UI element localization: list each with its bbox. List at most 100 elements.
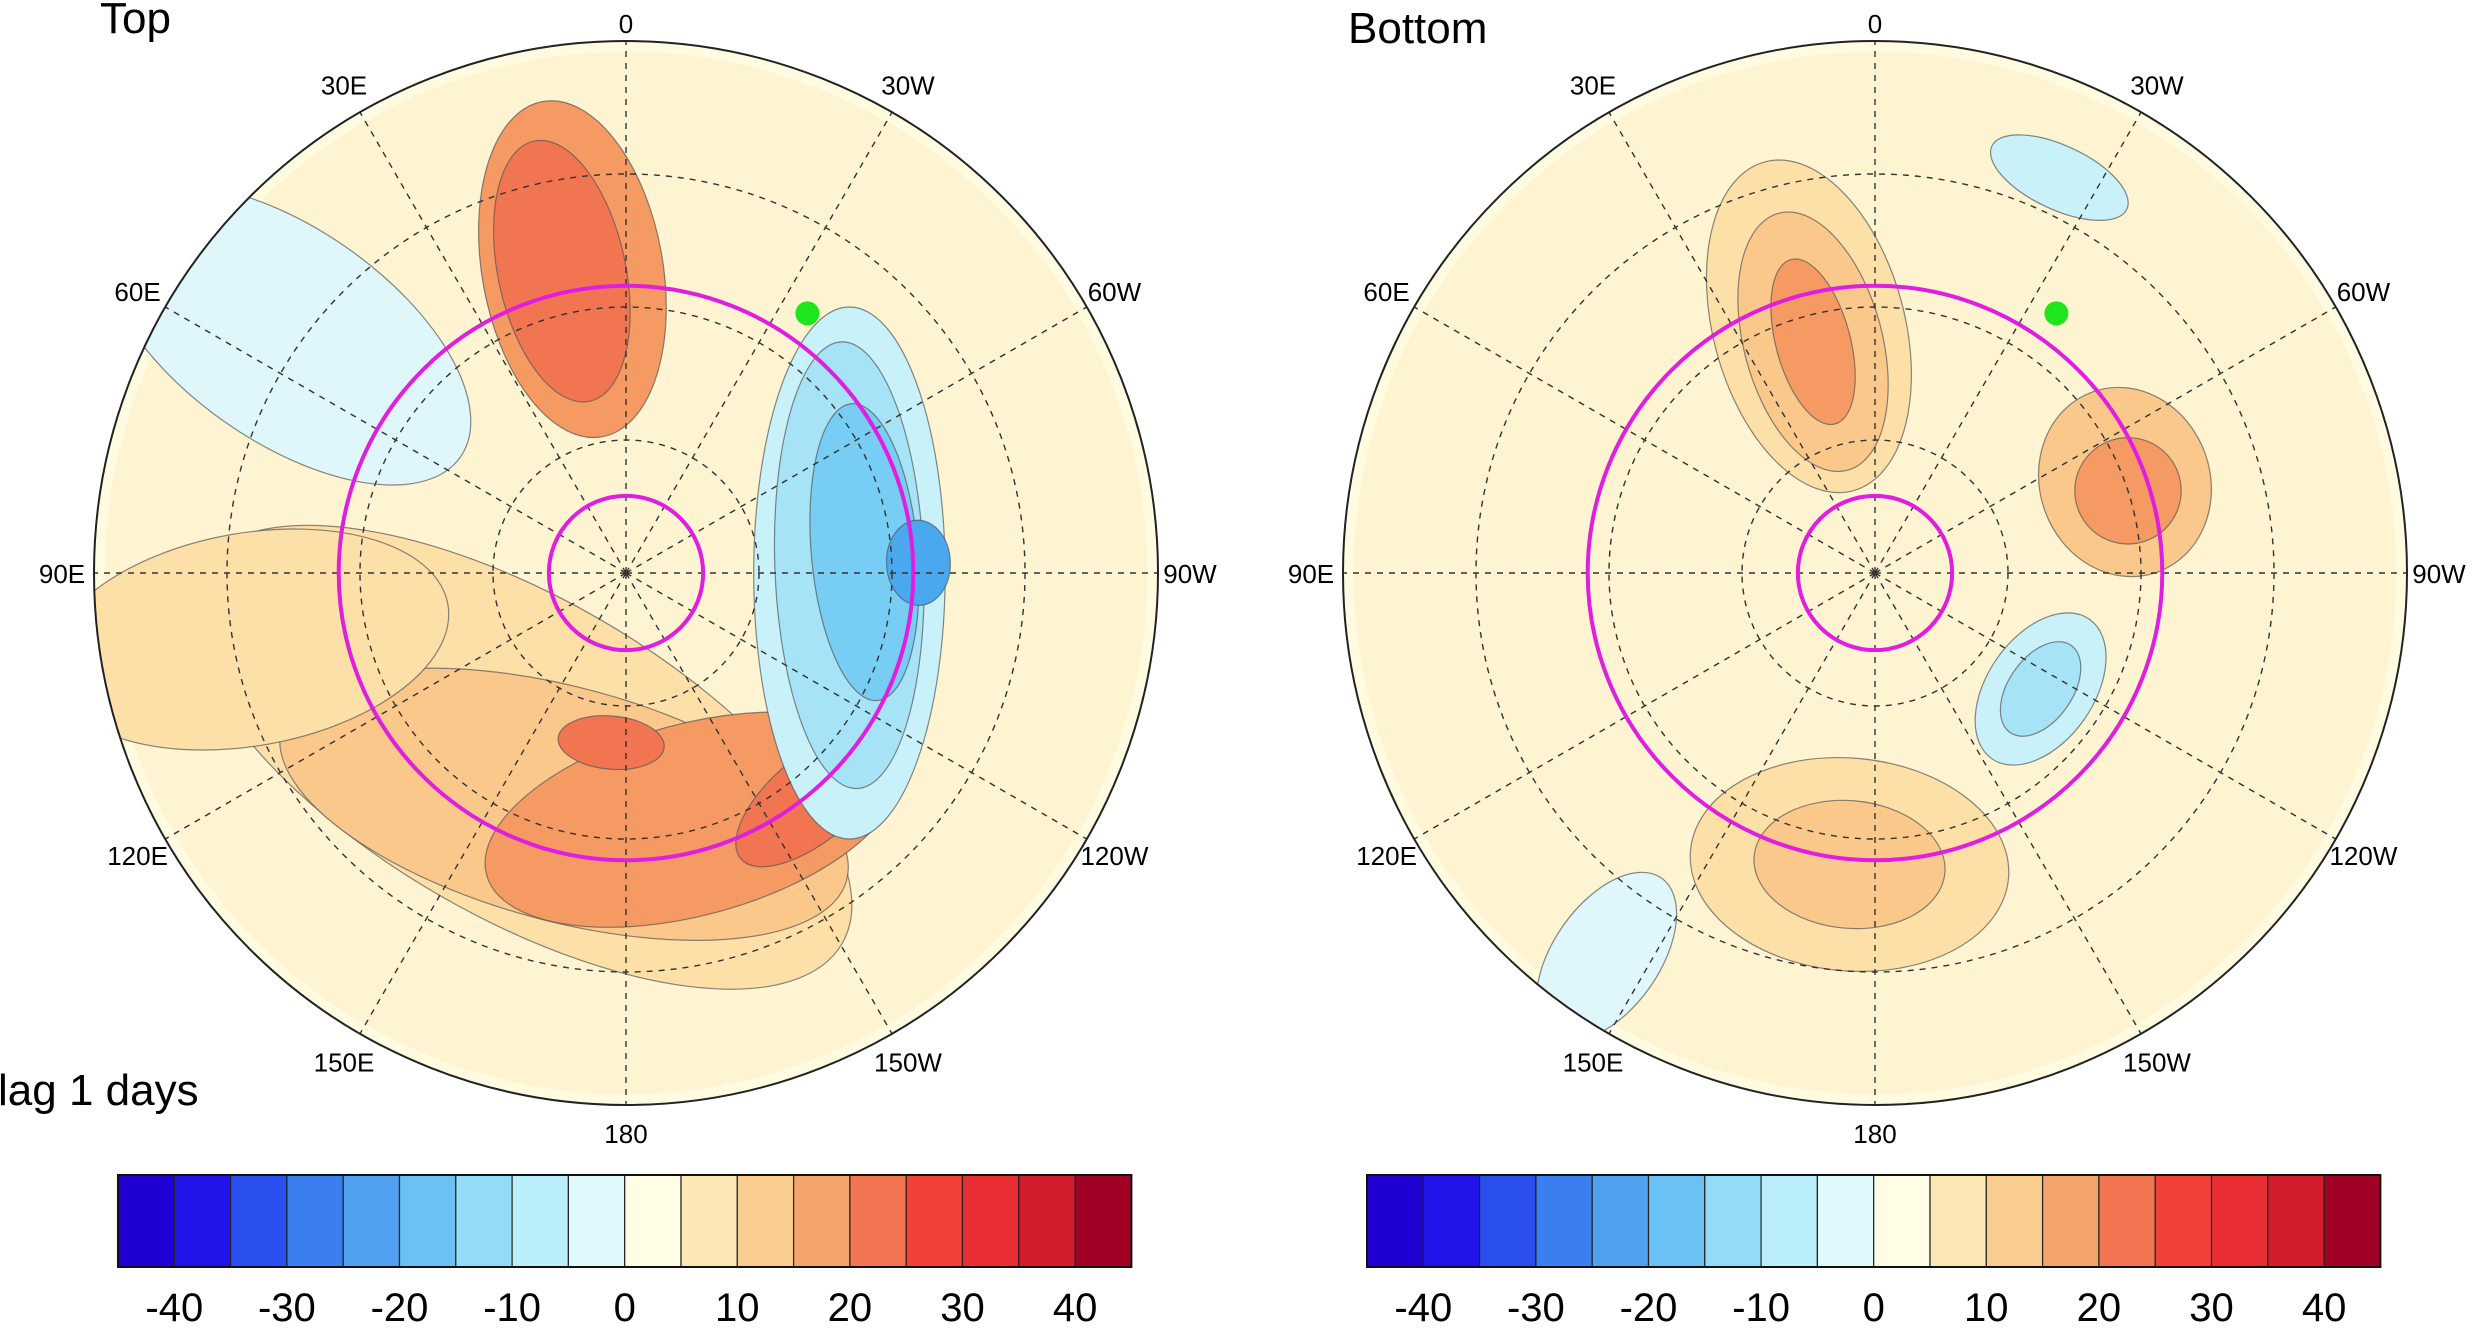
- colorbar-swatch: [1422, 1174, 1481, 1268]
- meridian-line: [1413, 572, 1876, 840]
- colorbar-frame: [1366, 1174, 2382, 1268]
- anomaly-contour: [492, 139, 631, 403]
- colorbar-swatch: [1366, 1174, 1424, 1268]
- longitude-label: 150E: [314, 1047, 375, 1077]
- longitude-label: 60W: [1088, 277, 1142, 307]
- meridian-line: [625, 306, 1088, 574]
- colorbar-tick-label: -40: [145, 1286, 203, 1330]
- meridian-line: [1608, 111, 1876, 574]
- meridian-line: [164, 306, 627, 574]
- colorbar-left: -40 -30 -20 -10 0 10 20 30 40: [117, 1174, 1133, 1330]
- colorbar-tick-label: -30: [1507, 1286, 1565, 1330]
- longitude-label: 90W: [2412, 559, 2466, 589]
- colorbar-swatch: [1873, 1174, 1931, 1268]
- colorbar-tick-label: 40: [1053, 1286, 1098, 1330]
- map-field: [1343, 41, 2407, 1105]
- meridian-line: [359, 111, 627, 574]
- colorbar-swatch: [1760, 1174, 1818, 1268]
- longitude-label: 90E: [39, 559, 85, 589]
- colorbar-swatch: [849, 1174, 907, 1268]
- longitude-label: 60E: [114, 277, 160, 307]
- colorbar-tick-label: 0: [614, 1286, 636, 1330]
- longitude-label: 120E: [107, 841, 168, 871]
- colorbar-tick-label: -40: [1394, 1286, 1452, 1330]
- colorbar-swatch: [905, 1174, 964, 1268]
- boundary-circle-inner: [1795, 493, 1955, 653]
- colorbar-swatch: [117, 1174, 175, 1268]
- colorbar-swatch: [2323, 1174, 2382, 1268]
- longitude-label: 120W: [1080, 841, 1148, 871]
- colorbar-swatch: [511, 1174, 569, 1268]
- station-marker: [2044, 301, 2069, 326]
- colorbar-tick-label: 40: [2302, 1286, 2347, 1330]
- longitude-label: 180: [604, 1119, 647, 1149]
- longitude-label: 30W: [2130, 71, 2184, 101]
- meridian-line: [625, 572, 893, 1035]
- colorbar-tick-label: -20: [371, 1286, 429, 1330]
- colorbar-swatch: [1478, 1174, 1537, 1268]
- longitude-label: 150W: [2123, 1047, 2191, 1077]
- colorbar-right: -40 -30 -20 -10 0 10 20 30 40: [1366, 1174, 2382, 1330]
- colorbar-swatch: [2098, 1174, 2156, 1268]
- longitude-label: 30E: [1570, 71, 1616, 101]
- colorbar-tick-label: -10: [483, 1286, 541, 1330]
- longitude-label: 30W: [881, 71, 935, 101]
- colorbar-swatch: [1591, 1174, 1650, 1268]
- longitude-label: 120W: [2329, 841, 2397, 871]
- boundary-circle-inner: [546, 493, 706, 653]
- station-marker: [795, 301, 820, 326]
- colorbar-swatch: [2041, 1174, 2100, 1268]
- meridian-line: [625, 572, 1088, 840]
- colorbar-tick-label: 10: [1964, 1286, 2009, 1330]
- colorbar-tick-label: 10: [715, 1286, 760, 1330]
- panel-title-top: Top: [100, 0, 171, 43]
- colorbar-swatch: [1647, 1174, 1706, 1268]
- colorbar-tick-label: 20: [2077, 1286, 2122, 1330]
- lag-annotation: lag 1 days: [0, 1066, 199, 1115]
- meridian-line: [1874, 572, 2142, 1035]
- anomaly-contour: [1753, 799, 1946, 930]
- map-border: [93, 40, 1159, 1106]
- colorbar-swatch: [230, 1174, 288, 1268]
- meridian-line: [1413, 306, 1876, 574]
- colorbar-tick-label: -10: [1732, 1286, 1790, 1330]
- colorbar-swatch: [567, 1174, 626, 1268]
- colorbar-tick-label: 0: [1863, 1286, 1885, 1330]
- colorbar-swatch: [961, 1174, 1020, 1268]
- meridian-line: [359, 572, 627, 1035]
- meridian-line: [1874, 572, 2337, 840]
- anomaly-contour: [1989, 134, 2129, 221]
- longitude-label: 60E: [1363, 277, 1409, 307]
- colorbar-tick-label: -30: [258, 1286, 316, 1330]
- anomaly-contour: [1999, 641, 2082, 737]
- meridian-line: [164, 572, 627, 840]
- colorbar-tick-label: 30: [940, 1286, 985, 1330]
- longitude-label: 150E: [1563, 1047, 1624, 1077]
- colorbar-swatch: [2210, 1174, 2269, 1268]
- panel-title-bottom: Bottom: [1348, 4, 1487, 53]
- colorbar-swatch: [1985, 1174, 2044, 1268]
- colorbar-swatch: [680, 1174, 738, 1268]
- polar-map-bottom: 0 30W 60W 90W 120W 150W 180 150E 120E 90E 60E 30E: [1288, 9, 2466, 1149]
- longitude-label: 90W: [1163, 559, 1217, 589]
- colorbar-swatch: [1074, 1174, 1132, 1268]
- anomaly-contour: [1770, 258, 1856, 426]
- colorbar-swatch: [1816, 1174, 1875, 1268]
- colorbar-swatch: [1704, 1174, 1762, 1268]
- colorbar-frame: [117, 1174, 1133, 1268]
- longitude-label: 0: [1868, 9, 1882, 39]
- map-field: [94, 41, 1158, 1105]
- longitude-label: 180: [1853, 1119, 1896, 1149]
- colorbar-swatch: [342, 1174, 401, 1268]
- colorbar-swatch: [1929, 1174, 1987, 1268]
- colorbar-tick-label: -20: [1620, 1286, 1678, 1330]
- meridian-line: [1874, 111, 2142, 574]
- boundary-circle-outer: [1585, 283, 2165, 863]
- colorbar-swatch: [173, 1174, 232, 1268]
- anomaly-contour: [557, 715, 665, 771]
- longitude-label: 0: [619, 9, 633, 39]
- meridian-line: [1608, 572, 1876, 1035]
- anomaly-contour: [94, 528, 450, 751]
- colorbar-swatch: [398, 1174, 457, 1268]
